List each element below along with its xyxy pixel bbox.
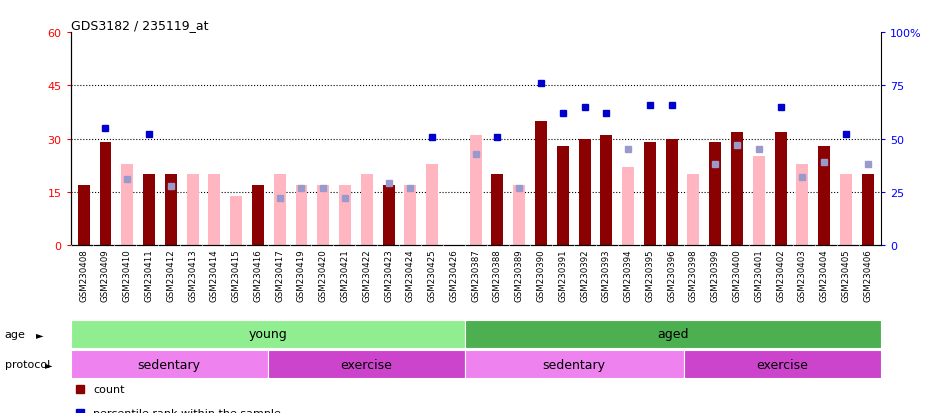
Text: aged: aged <box>657 328 689 341</box>
Bar <box>122 164 133 246</box>
Bar <box>274 175 285 246</box>
Bar <box>840 175 852 246</box>
Text: protocol: protocol <box>5 359 50 369</box>
Text: ►: ► <box>36 329 43 339</box>
Bar <box>688 175 700 246</box>
Bar <box>426 164 438 246</box>
Bar <box>774 132 787 246</box>
Text: exercise: exercise <box>340 358 392 371</box>
Bar <box>513 185 526 246</box>
Bar <box>339 185 351 246</box>
Bar <box>296 185 307 246</box>
Text: young: young <box>249 328 287 341</box>
Bar <box>230 196 242 246</box>
Bar <box>731 132 743 246</box>
Bar <box>187 175 199 246</box>
Bar <box>535 122 547 246</box>
Bar <box>622 168 634 246</box>
Bar <box>71 320 464 348</box>
Bar <box>470 136 481 246</box>
Bar <box>684 350 881 378</box>
Bar <box>753 157 765 246</box>
Bar <box>464 320 881 348</box>
Bar <box>208 175 220 246</box>
Text: GDS3182 / 235119_at: GDS3182 / 235119_at <box>71 19 208 32</box>
Bar <box>578 140 591 246</box>
Bar <box>71 350 268 378</box>
Text: exercise: exercise <box>756 358 808 371</box>
Text: percentile rank within the sample: percentile rank within the sample <box>93 408 282 413</box>
Bar <box>600 136 612 246</box>
Bar <box>796 164 808 246</box>
Bar <box>666 140 677 246</box>
Bar <box>317 185 330 246</box>
Bar <box>252 185 264 246</box>
Text: count: count <box>93 384 125 394</box>
Bar <box>819 147 830 246</box>
Bar <box>557 147 569 246</box>
Bar <box>268 350 464 378</box>
Bar <box>143 175 155 246</box>
Text: sedentary: sedentary <box>138 358 201 371</box>
Bar <box>470 175 481 246</box>
Bar <box>100 143 111 246</box>
Bar <box>361 175 373 246</box>
Bar <box>78 185 89 246</box>
Bar <box>862 175 873 246</box>
Text: age: age <box>5 329 25 339</box>
Bar <box>464 350 684 378</box>
Bar <box>709 143 722 246</box>
Text: ►: ► <box>45 359 53 369</box>
Bar <box>492 175 503 246</box>
Bar <box>165 175 177 246</box>
Bar <box>382 185 395 246</box>
Text: sedentary: sedentary <box>543 358 606 371</box>
Bar <box>644 143 656 246</box>
Bar <box>404 185 416 246</box>
